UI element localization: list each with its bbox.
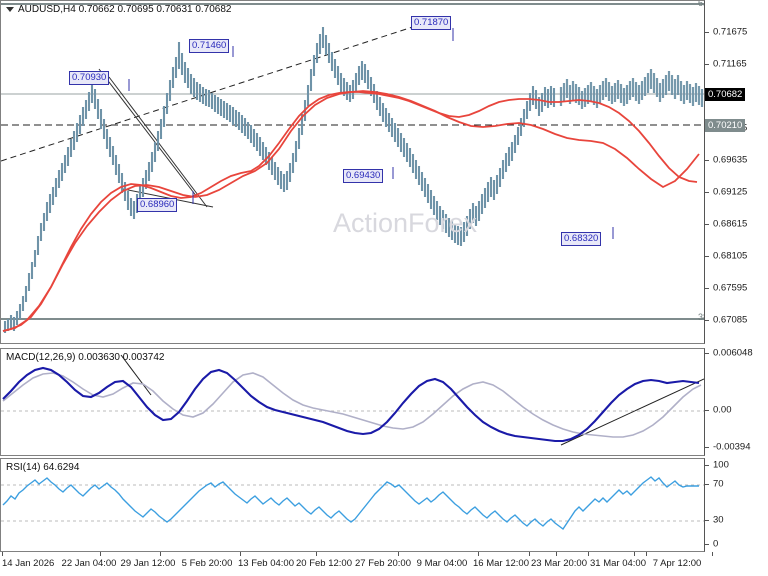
macd-signal-line [2, 372, 702, 438]
time-axis-label-6: 27 Feb 20:00 [355, 558, 411, 569]
time-axis-label-11: 7 Apr 12:00 [652, 558, 702, 569]
price-annotation-0.71870[interactable]: 0.71870 [411, 16, 452, 30]
price-plot-svg [1, 3, 704, 333]
time-axis-label-4: 13 Feb 04:00 [238, 558, 294, 569]
rsi-plot-area[interactable]: RSI(14) 64.6294 [0, 458, 705, 552]
macd-plot-area[interactable]: MACD(12,26,9) 0.003630 0.003742 [0, 348, 705, 456]
time-axis-label-0: 14 Jan 2026 [2, 558, 55, 569]
fib-label-618: 61.8 [698, 0, 704, 8]
time-axis-label-5: 20 Feb 12:00 [296, 558, 352, 569]
price-panel: 0.70930 0.71460 0.71870 0.69430 0.68960 … [0, 0, 768, 344]
macd-axis-label-2: -0.00394 [713, 441, 751, 453]
time-axis-label-1: 22 Jan 04:00 [61, 558, 117, 569]
time-axis-label-3: 5 Feb 20:00 [181, 558, 233, 569]
fib-label-382: 38.2 [698, 312, 704, 322]
rsi-axis[interactable]: 100 70 30 0 [705, 458, 768, 552]
trendline-down-1 [98, 68, 198, 198]
rsi-header: RSI(14) 64.6294 [6, 462, 80, 473]
rsi-plot-svg [1, 476, 704, 531]
price-plot-area[interactable]: 0.70930 0.71460 0.71870 0.69430 0.68960 … [0, 0, 705, 344]
time-axis-label-2: 29 Jan 12:00 [120, 558, 176, 569]
chart-header-text: AUDUSD,H4 0.70662 0.70695 0.70631 0.7068… [18, 4, 232, 15]
time-axis-tick-10 [588, 552, 589, 556]
rsi-axis-label-0: 100 [713, 459, 729, 471]
price-axis-label-6: 0.68105 [713, 250, 748, 262]
macd-axis-label-0: 0.006048 [713, 347, 753, 359]
price-axis[interactable]: 0.71675 0.71165 0.70682 0.70210 0.70145 … [705, 0, 768, 344]
time-axis-label-10: 31 Mar 04:00 [590, 558, 646, 569]
rsi-panel: RSI(14) 64.6294 100 70 30 0 [0, 458, 768, 552]
price-annotation-0.69430[interactable]: 0.69430 [343, 169, 384, 183]
price-annotation-0.68320[interactable]: 0.68320 [561, 232, 602, 246]
price-axis-label-8: 0.67085 [713, 314, 748, 326]
macd-line [2, 366, 700, 443]
price-axis-label-3: 0.69635 [713, 154, 748, 166]
rsi-axis-label-3: 0 [713, 538, 719, 550]
candlestick-series-detail [559, 69, 704, 109]
rsi-axis-label-1: 70 [713, 478, 724, 490]
rsi-line [2, 476, 699, 531]
macd-panel: MACD(12,26,9) 0.003630 0.003742 0.006048… [0, 348, 768, 456]
macd-axis-label-1: 0.00 [713, 404, 732, 416]
macd-plot-svg [1, 354, 704, 446]
level-price-tag: 0.70210 [705, 119, 746, 132]
time-axis-tick-11 [646, 552, 647, 556]
macd-trendline-2 [120, 354, 152, 396]
macd-header: MACD(12,26,9) 0.003630 0.003742 [6, 352, 165, 363]
price-axis-label-5: 0.68615 [713, 218, 748, 230]
candlestick-series [3, 27, 556, 333]
macd-axis[interactable]: 0.006048 0.00 -0.00394 [705, 348, 768, 456]
chart-header: AUDUSD,H4 0.70662 0.70695 0.70631 0.7068… [6, 4, 232, 15]
triangle-down-icon[interactable] [6, 6, 14, 12]
time-axis-overflow: 23 Mar 20:00 [0, 552, 768, 576]
moving-average-line-2 [2, 90, 700, 332]
time-axis-label-8: 16 Mar 12:00 [473, 558, 529, 569]
price-annotation-0.70930[interactable]: 0.70930 [69, 71, 110, 85]
time-axis-tick-9 [529, 552, 530, 556]
price-axis-label-0: 0.71675 [713, 26, 748, 38]
time-axis-label-7: 9 Mar 04:00 [416, 558, 468, 569]
price-axis-label-4: 0.69125 [713, 186, 748, 198]
time-axis-label-9: 23 Mar 20:00 [531, 558, 587, 569]
trendline-upper-dashed [1, 20, 432, 162]
price-annotation-0.71460[interactable]: 0.71460 [189, 39, 230, 53]
price-annotation-0.68960[interactable]: 0.68960 [137, 198, 178, 212]
price-axis-label-7: 0.67595 [713, 282, 748, 294]
annotation-leaders [128, 28, 614, 239]
rsi-axis-label-2: 30 [713, 514, 724, 526]
time-axis[interactable]: 14 Jan 2026 22 Jan 04:00 29 Jan 12:00 5 … [0, 552, 713, 576]
watermark: ActionForex [333, 208, 478, 238]
price-axis-label-1: 0.71165 [713, 58, 747, 70]
current-price-tag: 0.70682 [705, 88, 746, 101]
